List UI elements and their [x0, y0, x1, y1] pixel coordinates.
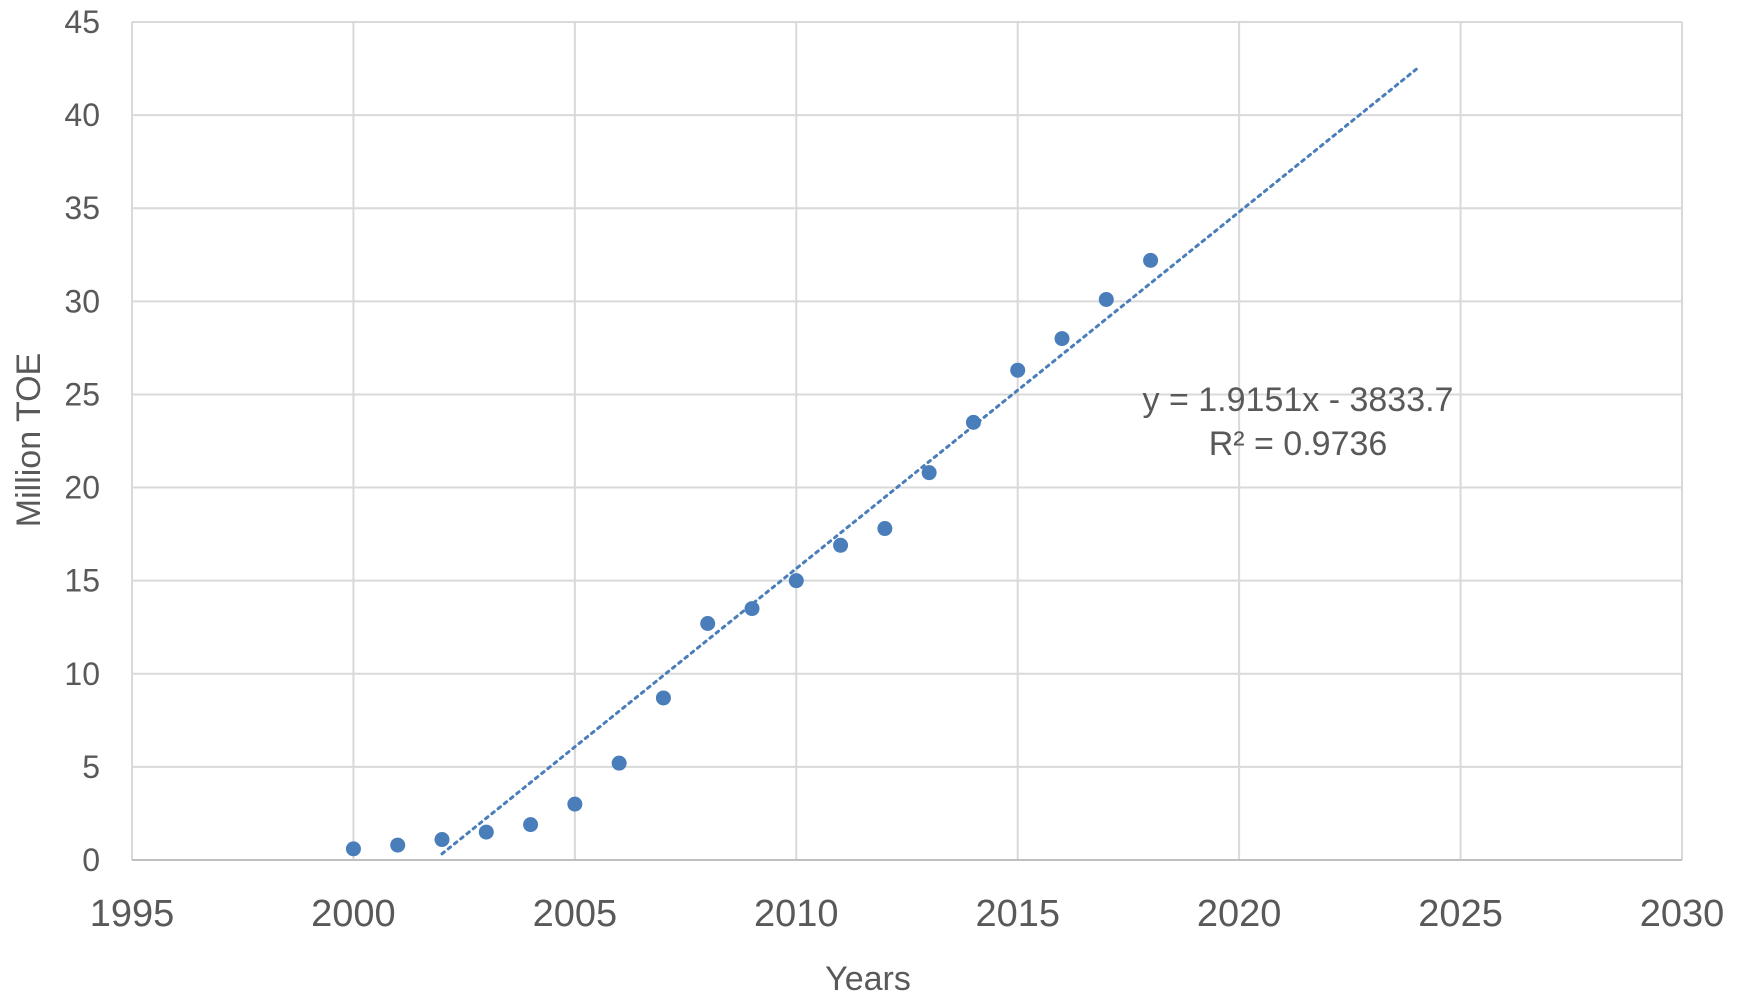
data-point — [1143, 252, 1159, 268]
x-tick-labels: 1995 2000 2005 2010 2015 2020 2025 2030 — [90, 893, 1725, 935]
data-point — [700, 615, 716, 631]
x-tick-label: 2025 — [1418, 893, 1503, 935]
data-point — [921, 465, 937, 481]
data-points — [345, 252, 1159, 857]
y-tick-label: 20 — [64, 470, 100, 506]
data-point — [523, 817, 539, 833]
data-point — [788, 573, 804, 589]
trendline-r-squared: R² = 0.9736 — [1209, 425, 1388, 463]
y-tick-label: 40 — [64, 97, 100, 133]
data-point — [611, 755, 627, 771]
data-point — [655, 690, 671, 706]
trendline — [440, 67, 1418, 856]
x-tick-label: 2010 — [754, 893, 839, 935]
data-point — [1054, 331, 1070, 347]
data-point — [833, 537, 849, 553]
y-tick-label: 5 — [82, 749, 100, 785]
data-point — [345, 841, 361, 857]
data-point — [744, 601, 760, 617]
data-point — [1010, 362, 1026, 378]
x-tick-label: 2020 — [1197, 893, 1282, 935]
y-tick-label: 45 — [64, 4, 100, 40]
data-point — [434, 832, 450, 848]
data-point — [877, 521, 893, 537]
x-tick-label: 2015 — [975, 893, 1060, 935]
y-tick-label: 10 — [64, 656, 100, 692]
data-point — [478, 824, 494, 840]
data-point — [1098, 291, 1114, 307]
data-point — [567, 796, 583, 812]
y-tick-label: 30 — [64, 283, 100, 319]
y-tick-label: 15 — [64, 563, 100, 599]
x-tick-label: 2005 — [533, 893, 618, 935]
y-axis-title: Million TOE — [10, 353, 48, 527]
trendline-equation: y = 1.9151x - 3833.7 — [1143, 381, 1454, 419]
data-point — [965, 414, 981, 430]
x-tick-label: 1995 — [90, 893, 175, 935]
x-axis-title: Years — [825, 960, 911, 998]
y-tick-label: 35 — [64, 190, 100, 226]
x-tick-label: 2000 — [311, 893, 396, 935]
x-tick-label: 2030 — [1640, 893, 1725, 935]
data-point — [390, 837, 406, 853]
y-tick-label: 0 — [82, 842, 100, 878]
y-tick-labels: 0 5 10 15 20 25 30 35 40 45 — [64, 4, 100, 878]
trendline-layer — [440, 67, 1418, 856]
y-tick-label: 25 — [64, 376, 100, 412]
grid — [131, 21, 1683, 861]
